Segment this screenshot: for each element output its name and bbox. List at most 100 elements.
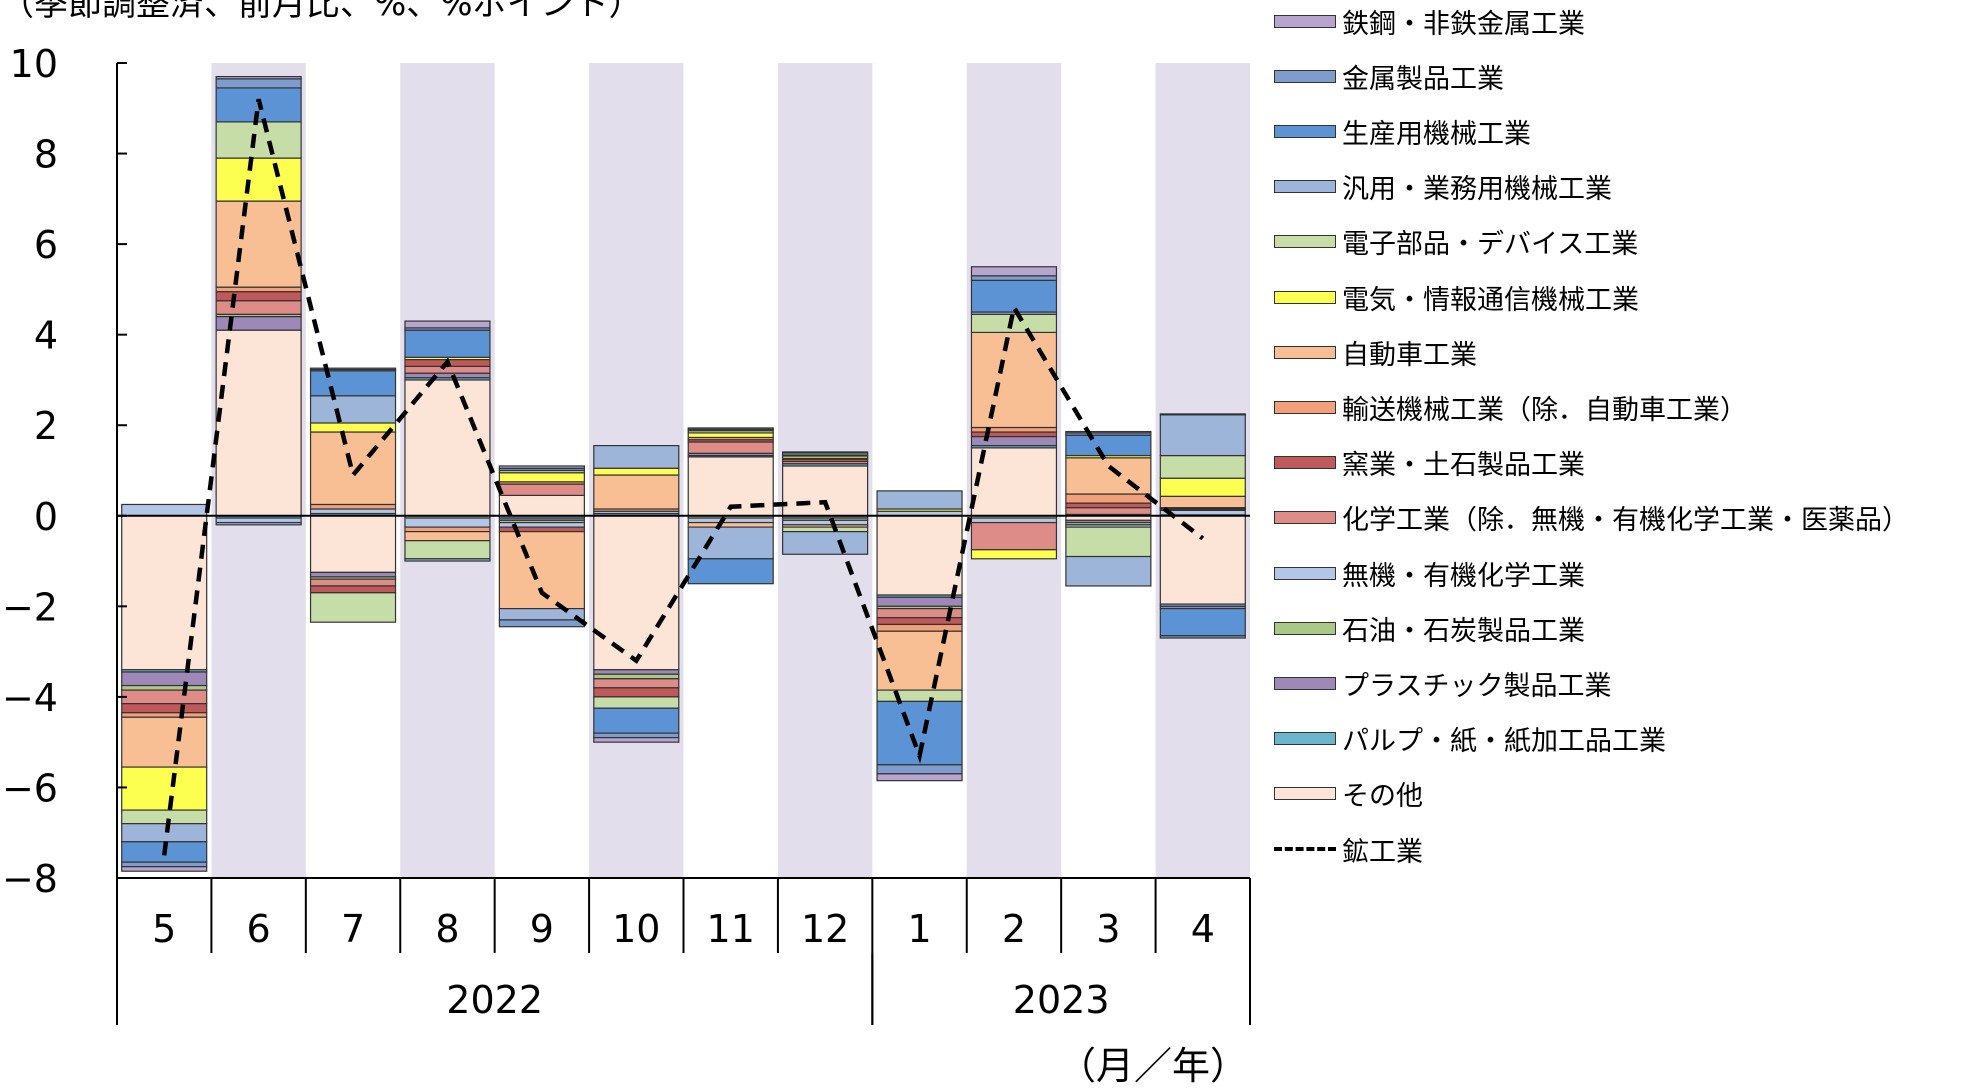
line-series-mining-industry [161,98,1205,856]
legend-item: 電子部品・デバイス工業 [1274,222,1638,262]
x-tick-label: 3 [1096,907,1120,951]
legend-swatch [1274,566,1336,580]
bar-segment [309,571,397,578]
bar-segment [970,521,1058,551]
legend-item: その他 [1274,774,1423,814]
y-tick-label: 0 [34,495,58,539]
legend-item: 電気・情報通信機械工業 [1274,277,1639,317]
bar-segment [1065,502,1152,509]
bar-segment [121,861,208,868]
bar-segment [121,671,208,687]
bar-segment [876,773,963,782]
bar-segment [1159,607,1246,637]
bar-segment [309,367,397,371]
legend-label: 窯業・土石製品工業 [1342,450,1585,482]
legend-label: 石油・石炭製品工業 [1342,615,1585,647]
y-tick-label: 6 [34,223,58,267]
legend-item: 自動車工業 [1274,332,1477,372]
bar-segment [1159,477,1246,497]
bar-segment [309,508,397,515]
y-tick-label: 2 [34,404,58,448]
y-tick-label: −2 [2,585,58,629]
legend-label: パルプ・紙・紙加工品工業 [1342,726,1666,758]
bar-segment [498,531,585,610]
bar-segment [970,426,1058,433]
bar-segment [309,585,397,594]
legend-item: 無機・有機化学工業 [1274,553,1585,593]
bar-segment [1159,413,1246,416]
legend-swatch [1274,235,1336,249]
y-tick-label: 8 [34,133,58,177]
bar-segment [215,75,302,80]
bar-segment [593,732,680,739]
legend-swatch [1274,290,1336,304]
bar-segment [498,494,585,517]
x-tick-label: 8 [435,907,459,951]
legend-swatch [1274,14,1336,28]
legend-label: 金属製品工業 [1342,63,1504,95]
bar-segment [498,619,585,628]
x-tick-label: 11 [707,907,755,951]
bar-segment [876,689,963,703]
bar-segment [782,526,869,533]
bar-segment [970,431,1058,438]
bar-segment [1159,495,1246,509]
bar-segment [593,515,680,671]
legend-swatch [1274,676,1336,690]
bar-segment [498,465,585,469]
bar-segment [1159,454,1246,479]
bar-segment [121,712,208,718]
bar-segment [970,517,1058,524]
x-axis-unit-label: （月／年） [1058,1044,1249,1088]
bar-segment [309,592,397,623]
bar-segment [687,441,774,454]
bar-segment [876,515,963,596]
bar-segment [215,157,302,202]
bar-segment [970,331,1058,429]
bar-segment [404,526,491,533]
legend-label: その他 [1342,781,1423,813]
bar-segment [215,121,302,159]
y-tick-label: −8 [2,857,58,901]
bar-segment [1065,430,1152,434]
bar-segment [121,515,208,671]
x-tick-label: 9 [530,907,554,951]
legend-swatch [1274,787,1336,801]
bar-segment [970,549,1058,560]
bar-segment [782,519,869,526]
legend-item: 鉱工業 [1274,829,1423,869]
bar-segment [876,623,963,632]
bar-segment [687,427,774,430]
bar-segment [215,286,302,293]
legend-label: 鉄鋼・非鉄金属工業 [1342,8,1585,40]
year-label: 2022 [446,978,543,1022]
legend-swatch [1274,345,1336,359]
y-tick-label: 10 [10,42,58,86]
legend-label: 電子部品・デバイス工業 [1342,229,1639,261]
bar-segment [309,503,397,510]
bar-segment [1065,555,1152,587]
bar-segment [593,444,680,469]
bar-segment [593,467,680,476]
y-tick-label: −6 [2,766,58,810]
y-tick-label: 4 [34,314,58,358]
bar-segment [404,517,491,528]
bar-segment [121,703,208,714]
legend-swatch [1274,69,1336,83]
bar-segment [687,521,774,528]
bar-segment [593,673,680,680]
legend-item: 鉄鋼・非鉄金属工業 [1274,1,1585,41]
bar-segment [876,596,963,607]
legend-item: 生産用機械工業 [1274,111,1531,151]
year-label: 2023 [1013,978,1110,1022]
bar-segment [121,684,208,691]
bar-segment [121,503,208,517]
legend-label: 化学工業（除．無機・有機化学工業・医薬品） [1342,505,1909,537]
legend-label: 鉱工業 [1342,836,1423,868]
bar-segment [593,474,680,510]
bar-segment [1159,515,1246,605]
legend-label: 自動車工業 [1342,339,1477,371]
legend-item: プラスチック製品工業 [1274,663,1611,703]
legend-swatch [1274,456,1336,470]
legend-swatch [1274,732,1336,746]
